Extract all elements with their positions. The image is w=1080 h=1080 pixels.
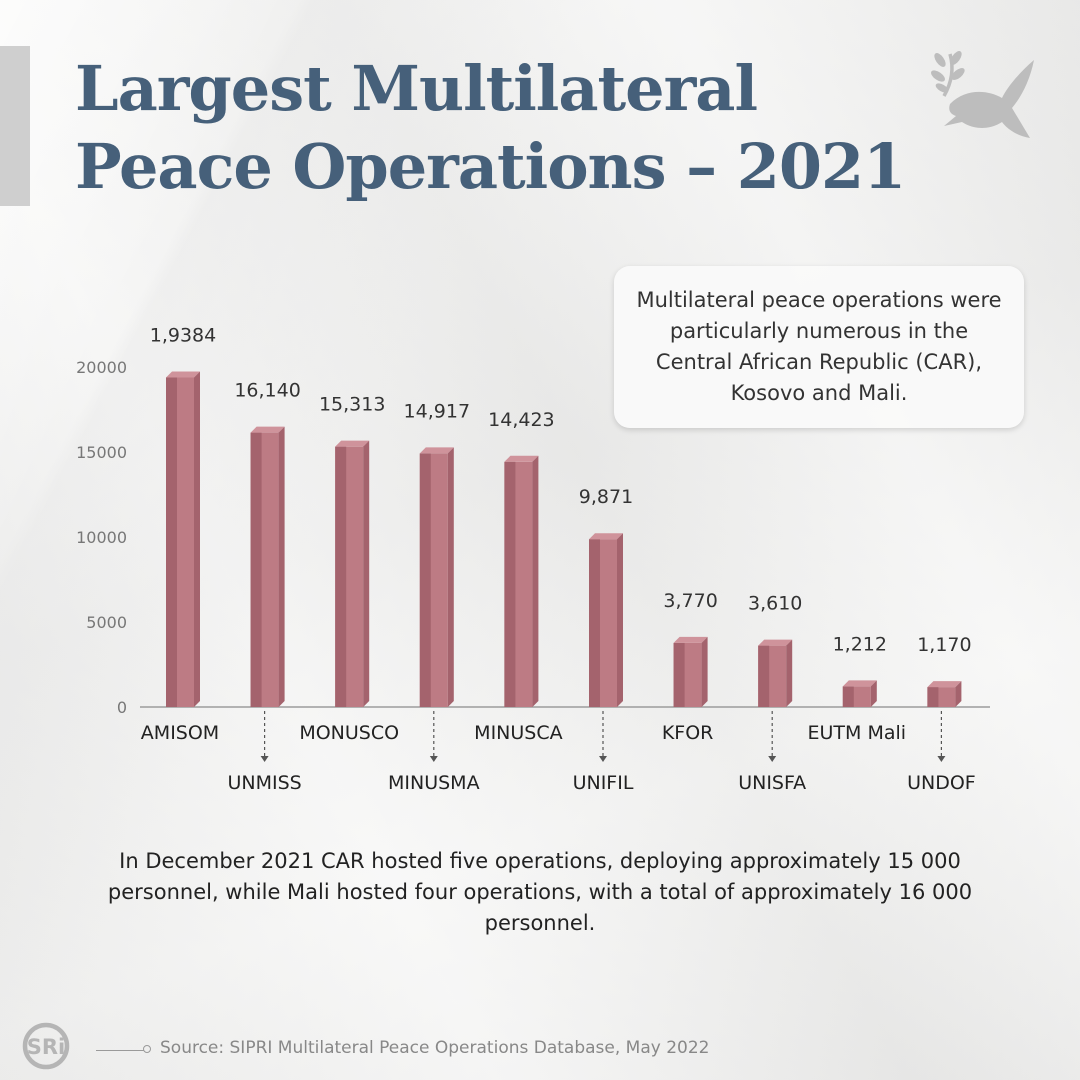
value-label: 3,770 bbox=[663, 590, 717, 612]
category-label: MINUSMA bbox=[388, 772, 480, 794]
bar-shade bbox=[927, 687, 939, 707]
y-tick-label: 0 bbox=[117, 698, 127, 717]
category-label: MONUSCO bbox=[299, 722, 399, 744]
logo-icon: SRi bbox=[22, 1022, 70, 1070]
y-tick-label: 20000 bbox=[76, 358, 127, 377]
category-label: KFOR bbox=[662, 722, 714, 744]
bar-top bbox=[335, 440, 370, 447]
bar-top bbox=[166, 371, 200, 378]
bar-top bbox=[589, 533, 623, 540]
value-label: 1,9384 bbox=[150, 324, 216, 346]
bar-shade bbox=[335, 446, 347, 707]
value-label: 1,170 bbox=[917, 634, 971, 656]
value-label: 3,610 bbox=[748, 593, 802, 615]
bar-shade bbox=[673, 642, 685, 707]
source-connector-line bbox=[96, 1050, 144, 1051]
value-label: 1,212 bbox=[833, 633, 887, 655]
bar-top bbox=[250, 426, 285, 433]
bar-top bbox=[419, 447, 454, 454]
value-label: 14,423 bbox=[488, 409, 554, 431]
source-text: Source: SIPRI Multilateral Peace Operati… bbox=[160, 1038, 710, 1058]
y-tick-label: 5000 bbox=[86, 613, 127, 632]
value-label: 16,140 bbox=[234, 380, 300, 402]
bar-shade bbox=[166, 377, 177, 707]
label-leader-arrow bbox=[937, 756, 946, 762]
label-leader-arrow bbox=[429, 756, 438, 762]
bar-side bbox=[955, 681, 962, 707]
bar-shade bbox=[504, 461, 516, 707]
logo-text: SRi bbox=[27, 1035, 66, 1059]
source-connector-dot bbox=[143, 1045, 151, 1053]
value-label: 9,871 bbox=[579, 486, 633, 508]
page-title: Largest Multilateral Peace Operations – … bbox=[75, 50, 906, 206]
bar-shade bbox=[419, 453, 431, 707]
bar-top bbox=[842, 680, 877, 687]
bar-top bbox=[504, 455, 539, 462]
dove-icon bbox=[931, 51, 1034, 138]
bar-side bbox=[617, 533, 623, 707]
bar-side bbox=[532, 455, 539, 707]
footer-note: In December 2021 CAR hosted five operati… bbox=[107, 849, 973, 935]
value-label: 15,313 bbox=[319, 394, 385, 416]
bar-side bbox=[278, 426, 285, 707]
bar-shade bbox=[250, 432, 262, 707]
bar-shade bbox=[589, 539, 600, 707]
y-tick-label: 10000 bbox=[76, 528, 127, 547]
info-box-text: Multilateral peace operations were parti… bbox=[636, 288, 1002, 405]
bar-side bbox=[701, 636, 708, 707]
bar-side bbox=[363, 440, 370, 707]
category-label: MINUSCA bbox=[474, 722, 562, 744]
bar-side bbox=[194, 371, 200, 707]
bar-shade bbox=[842, 686, 854, 707]
category-label: UNIFIL bbox=[573, 772, 634, 794]
bar-shade bbox=[758, 645, 770, 707]
category-label: UNDOF bbox=[907, 772, 976, 794]
side-accent-bar bbox=[0, 46, 30, 206]
category-label: AMISOM bbox=[141, 722, 219, 744]
bar-side bbox=[786, 639, 793, 707]
title-line-1: Largest Multilateral bbox=[75, 52, 758, 125]
bar-top bbox=[927, 681, 962, 688]
info-box: Multilateral peace operations were parti… bbox=[614, 266, 1024, 428]
category-label: UNMISS bbox=[227, 772, 301, 794]
label-leader-arrow bbox=[260, 756, 269, 762]
y-tick-label: 15000 bbox=[76, 443, 127, 462]
bar-top bbox=[758, 639, 793, 646]
bar-side bbox=[870, 680, 877, 707]
label-leader-arrow bbox=[599, 756, 607, 762]
bar-side bbox=[447, 447, 454, 707]
title-line-2: Peace Operations – 2021 bbox=[75, 130, 906, 203]
bar-top bbox=[673, 636, 708, 643]
category-label: UNISFA bbox=[738, 772, 806, 794]
category-label: EUTM Mali bbox=[808, 722, 907, 744]
label-leader-arrow bbox=[768, 756, 777, 762]
value-label: 14,917 bbox=[404, 400, 470, 422]
